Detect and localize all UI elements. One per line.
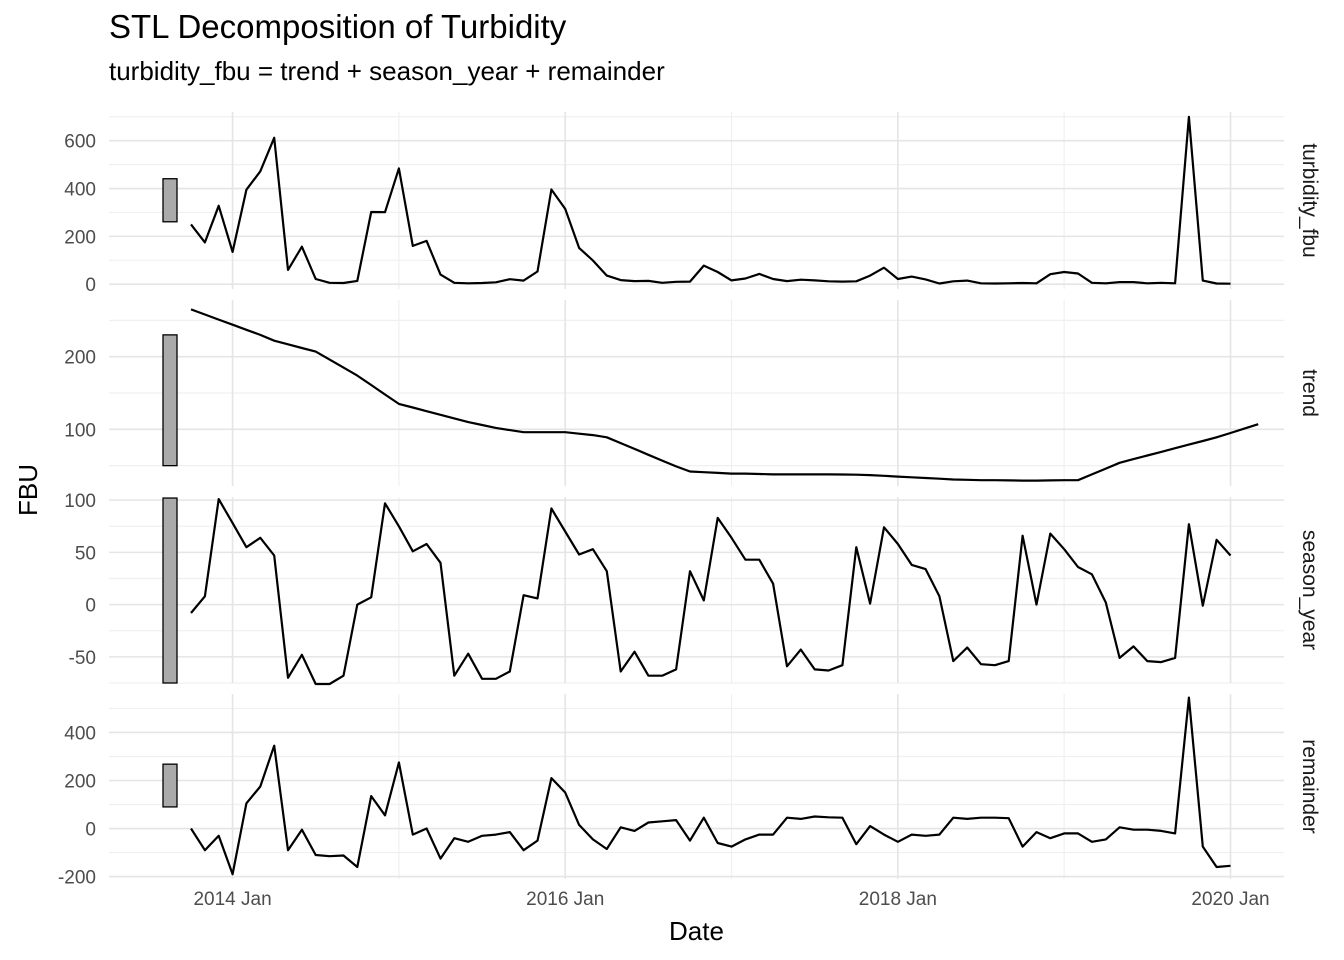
y-tick-label: 200 xyxy=(64,227,96,248)
facet-label-season_year: season_year xyxy=(1298,530,1321,650)
y-tick-label: 400 xyxy=(64,723,96,744)
series-line-turbidity_fbu xyxy=(190,115,1231,285)
y-tick-label: 0 xyxy=(85,820,96,841)
scale-bar xyxy=(162,178,178,223)
y-tick-label: 0 xyxy=(85,275,96,296)
scale-bar xyxy=(162,497,178,684)
x-axis-title: Date xyxy=(669,916,724,946)
y-tick-label: 200 xyxy=(64,771,96,792)
facet-label-remainder: remainder xyxy=(1298,739,1321,834)
x-tick-label: 2016 Jan xyxy=(526,889,604,910)
scale-bar xyxy=(162,334,178,467)
y-tick-label: 100 xyxy=(64,420,96,441)
y-tick-label: 200 xyxy=(64,348,96,369)
scale-bar xyxy=(162,763,178,808)
chart-title: STL Decomposition of Turbidity xyxy=(109,8,567,45)
y-tick-label: -50 xyxy=(69,648,96,669)
x-tick-label: 2014 Jan xyxy=(193,889,271,910)
chart-subtitle: turbidity_fbu = trend + season_year + re… xyxy=(109,56,665,86)
series-line-season_year xyxy=(190,498,1232,686)
x-tick-label: 2020 Jan xyxy=(1191,889,1269,910)
y-tick-label: 600 xyxy=(64,132,96,153)
y-tick-label: 50 xyxy=(75,543,96,564)
y-tick-label: 100 xyxy=(64,491,96,512)
series-line-trend xyxy=(190,308,1259,482)
series-line-remainder xyxy=(190,696,1231,876)
facet-label-trend: trend xyxy=(1298,369,1321,417)
y-tick-label: 0 xyxy=(85,596,96,617)
y-tick-label: 400 xyxy=(64,180,96,201)
x-tick-label: 2018 Jan xyxy=(859,889,937,910)
y-tick-label: -200 xyxy=(58,868,96,889)
y-axis-title: FBU xyxy=(13,464,43,516)
facet-label-turbidity_fbu: turbidity_fbu xyxy=(1298,143,1321,257)
